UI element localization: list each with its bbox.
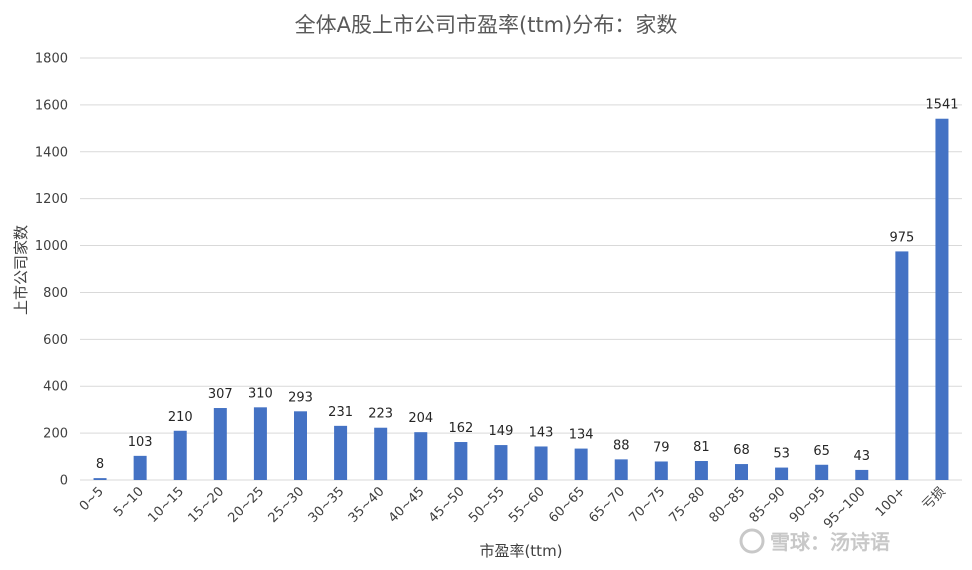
bar: [93, 478, 107, 480]
x-tick-label: 65~70: [586, 484, 628, 526]
data-label: 975: [889, 230, 914, 245]
bar: [855, 469, 869, 480]
bar: [414, 432, 428, 480]
data-label: 210: [168, 410, 193, 425]
data-label: 143: [529, 425, 554, 440]
data-label: 103: [128, 435, 153, 450]
x-tick-label: 80~85: [707, 484, 749, 526]
bar: [614, 459, 628, 480]
snowball-logo-icon: [739, 528, 765, 554]
x-tick-label: 亏损: [920, 484, 949, 513]
bar: [694, 461, 708, 480]
x-tick-label: 55~60: [506, 484, 548, 526]
x-tick-label: 25~30: [266, 484, 308, 526]
data-label: 43: [853, 449, 870, 464]
x-tick-label: 35~40: [346, 484, 388, 526]
x-tick-label: 20~25: [226, 484, 268, 526]
x-tick-label: 5~10: [111, 484, 147, 520]
data-label: 79: [653, 440, 670, 455]
x-tick-label: 70~75: [626, 484, 668, 526]
y-tick-label: 200: [43, 427, 68, 442]
bar: [294, 411, 307, 480]
bar: [735, 464, 748, 480]
data-label: 231: [328, 405, 353, 420]
bar: [173, 430, 187, 480]
x-tick-label: 15~20: [185, 484, 227, 526]
y-tick-label: 0: [60, 474, 68, 489]
data-label: 68: [733, 443, 750, 458]
x-tick-label: 50~55: [466, 484, 508, 526]
bar: [815, 464, 829, 480]
data-label: 149: [489, 424, 514, 439]
x-tick-label: 45~50: [426, 484, 468, 526]
y-tick-label: 600: [43, 333, 68, 348]
data-label: 223: [368, 407, 393, 422]
data-label: 88: [613, 438, 630, 453]
x-tick-label: 0~5: [77, 484, 107, 514]
y-tick-label: 1600: [35, 98, 68, 113]
bar: [213, 408, 227, 480]
x-tick-label: 60~65: [546, 484, 588, 526]
data-label: 1541: [925, 98, 958, 113]
data-labels: 8 103 210 307 310 293 231 223 204 162 149 143 134 88 7…: [96, 98, 959, 472]
bar: [133, 455, 147, 480]
x-axis-title: 市盈率(ttm): [479, 542, 562, 560]
watermark: 雪球：汤诗语: [739, 528, 890, 554]
bar: [574, 448, 588, 480]
y-axis-ticks: 0 200 400 600 800 1000 1200 1400 1600 1800: [35, 52, 68, 489]
x-tick-label: 85~90: [747, 484, 789, 526]
x-tick-label: 10~15: [145, 484, 187, 526]
data-label: 293: [288, 390, 313, 405]
y-axis-title: 上市公司家数: [12, 225, 30, 315]
bars: [93, 118, 949, 481]
bar: [454, 442, 468, 480]
y-tick-label: 1000: [35, 239, 68, 254]
data-label: 134: [569, 428, 594, 443]
x-axis-ticks: 0~5 5~1010~1515~2020~2525~3030~3535~4040~…: [77, 484, 949, 532]
y-tick-label: 800: [43, 286, 68, 301]
x-tick-label: 40~45: [386, 484, 428, 526]
data-label: 8: [96, 457, 104, 472]
data-label: 162: [448, 421, 473, 436]
bar: [374, 427, 388, 480]
data-label: 65: [813, 444, 830, 459]
bar: [654, 461, 668, 480]
data-label: 307: [208, 387, 233, 402]
bar: [895, 251, 909, 480]
x-tick-label: 75~80: [667, 484, 709, 526]
x-tick-label: 95~100: [821, 484, 869, 532]
bar: [253, 407, 267, 480]
data-label: 81: [693, 440, 710, 455]
y-tick-label: 400: [43, 380, 68, 395]
watermark-text: 雪球：汤诗语: [770, 530, 890, 554]
x-tick-label: 30~35: [306, 484, 348, 526]
y-tick-label: 1800: [35, 52, 68, 67]
chart-title: 全体A股上市公司市盈率(ttm)分布：家数: [295, 13, 678, 37]
bar: [334, 425, 348, 480]
bar: [534, 446, 548, 480]
data-label: 310: [248, 386, 273, 401]
bar: [494, 445, 508, 480]
bar: [935, 118, 949, 481]
y-tick-label: 1400: [35, 145, 68, 160]
bar: [775, 467, 789, 480]
y-tick-label: 1200: [35, 192, 68, 207]
gridlines: [80, 57, 962, 481]
x-tick-label: 100+: [873, 484, 909, 520]
data-label: 53: [773, 447, 790, 462]
data-label: 204: [408, 411, 433, 426]
